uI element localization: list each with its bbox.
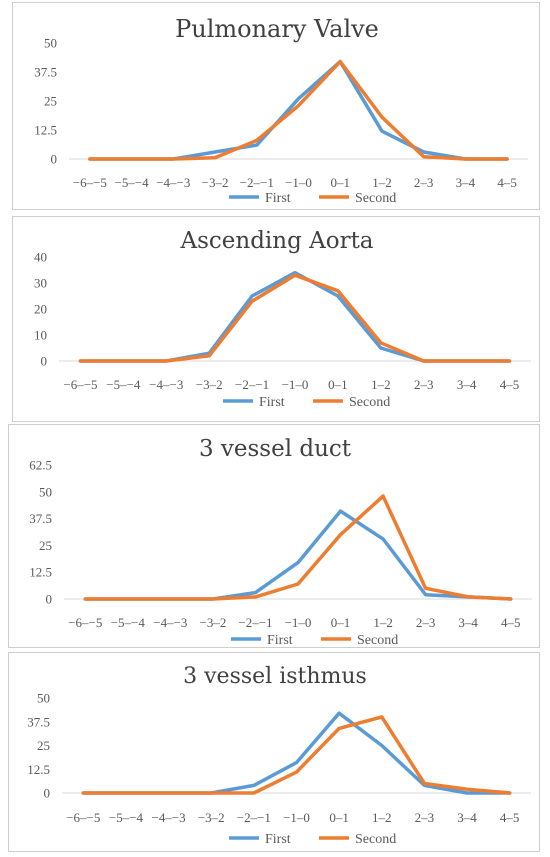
x-tick-label: 0–1 (329, 810, 349, 825)
chart-title: Ascending Aorta (179, 228, 373, 254)
x-tick-label: −1–0 (283, 810, 310, 825)
legend-label-second: Second (357, 633, 398, 648)
y-tick-label: 50 (44, 36, 57, 51)
y-tick-label: 40 (34, 250, 47, 265)
x-tick-label: −3–2 (198, 810, 225, 825)
x-tick-label: −3–2 (199, 615, 226, 630)
x-tick-label: −2–−1 (238, 615, 272, 630)
x-tick-label: 2–3 (415, 810, 435, 825)
legend-label-second: Second (349, 395, 390, 410)
chart-title: 3 vessel isthmus (183, 664, 367, 689)
chart-panel-ascending-aorta: Ascending Aorta 0 10 20 30 40 −6–−5 −5–−4 −4–−3−… (12, 216, 540, 422)
y-tick-label: 12.5 (29, 565, 52, 580)
y-tick-label: 50 (39, 484, 52, 499)
series-line-second (78, 273, 512, 363)
x-tick-label: 4–5 (497, 175, 517, 190)
y-tick-label: 30 (34, 276, 47, 291)
x-tick-label: 2–3 (414, 175, 434, 190)
x-tick-label: −3–2 (196, 377, 223, 392)
line-chart: 3 vessel duct 0 12.5 25 37.5 50 62.5 −6–−5 −5–−4… (29, 436, 532, 648)
y-tick-label: 25 (39, 538, 52, 553)
y-tick-label: 62.5 (29, 458, 52, 473)
x-tick-label: 0–1 (331, 615, 351, 630)
y-tick-label: 0 (51, 152, 58, 167)
legend-label-first: First (265, 191, 291, 206)
x-tick-label: −5–−4 (106, 377, 141, 392)
chart-title: Pulmonary Valve (175, 15, 379, 43)
x-tick-label: 4–5 (500, 377, 520, 392)
legend-label-first: First (259, 395, 285, 410)
y-tick-label: 20 (34, 302, 47, 317)
x-tick-label: −6–−5 (66, 810, 100, 825)
y-tick-label: 0 (46, 592, 53, 607)
x-tick-label: 3–4 (458, 615, 478, 630)
x-tick-label: −4–−3 (149, 377, 183, 392)
x-tick-label: 1–2 (372, 810, 392, 825)
x-tick-label: 4–5 (501, 615, 521, 630)
legend-label-first: First (267, 633, 293, 648)
series-line-second (83, 494, 513, 601)
x-tick-label: −6–−5 (68, 615, 102, 630)
x-tick-label: 3–4 (457, 377, 477, 392)
legend-label-first: First (265, 832, 291, 847)
series-line-second (88, 59, 509, 161)
x-tick-label: −5–−4 (111, 615, 146, 630)
x-tick-label: −2–−1 (240, 175, 274, 190)
series-line-first (81, 711, 512, 795)
x-tick-label: −2–−1 (237, 810, 271, 825)
x-tick-label: −1–0 (285, 175, 312, 190)
chart-panel-pulmonary-valve: Pulmonary Valve 0 12.5 25 37.5 50 −6–−5 −5–−4 −4… (12, 2, 540, 210)
y-tick-label: 0 (41, 354, 48, 369)
y-tick-label: 25 (37, 738, 50, 753)
x-tick-label: −4–−3 (153, 615, 187, 630)
x-tick-label: −1–0 (285, 615, 312, 630)
x-tick-label: 2–3 (416, 615, 436, 630)
x-tick-label: −2–−1 (235, 377, 269, 392)
y-tick-label: 50 (37, 691, 50, 706)
x-tick-label: 0–1 (330, 175, 350, 190)
x-tick-label: 1–2 (372, 175, 392, 190)
line-chart: Pulmonary Valve 0 12.5 25 37.5 50 −6–−5 −5–−4 −4… (34, 15, 528, 206)
y-tick-label: 10 (34, 328, 47, 343)
x-tick-label: −1–0 (282, 377, 309, 392)
chart-title: 3 vessel duct (199, 436, 352, 462)
x-tick-label: −6–−5 (73, 175, 107, 190)
x-tick-label: 1–2 (371, 377, 391, 392)
y-tick-label: 0 (44, 786, 51, 801)
x-tick-label: −4–−3 (152, 810, 186, 825)
x-tick-label: 3–4 (457, 810, 477, 825)
series-line-second (81, 715, 512, 795)
y-tick-label: 12.5 (34, 123, 57, 138)
legend-label-second: Second (355, 191, 396, 206)
y-tick-label: 37.5 (29, 511, 52, 526)
x-tick-label: 4–5 (500, 810, 520, 825)
x-tick-label: 2–3 (414, 377, 434, 392)
series-line-first (78, 270, 512, 363)
x-tick-label: 1–2 (373, 615, 393, 630)
y-tick-label: 37.5 (34, 65, 57, 80)
series-line-first (88, 59, 509, 161)
y-tick-label: 25 (44, 94, 57, 109)
chart-panel-3-vessel-isthmus: 3 vessel isthmus 0 12.5 25 37.5 50 −6–−5 −5–−4−… (8, 652, 540, 852)
x-tick-label: −4–−3 (156, 175, 190, 190)
x-tick-label: −5–−4 (115, 175, 150, 190)
chart-panel-3-vessel-duct: 3 vessel duct 0 12.5 25 37.5 50 62.5 −6–−5 −5–−4… (8, 424, 540, 648)
y-tick-label: 37.5 (27, 714, 50, 729)
x-tick-label: −3–2 (202, 175, 229, 190)
y-tick-label: 12.5 (27, 762, 50, 777)
x-tick-label: 0–1 (328, 377, 348, 392)
x-tick-label: −5–−4 (109, 810, 144, 825)
legend-label-second: Second (355, 832, 396, 847)
x-tick-label: 3–4 (456, 175, 476, 190)
x-tick-label: −6–−5 (63, 377, 97, 392)
